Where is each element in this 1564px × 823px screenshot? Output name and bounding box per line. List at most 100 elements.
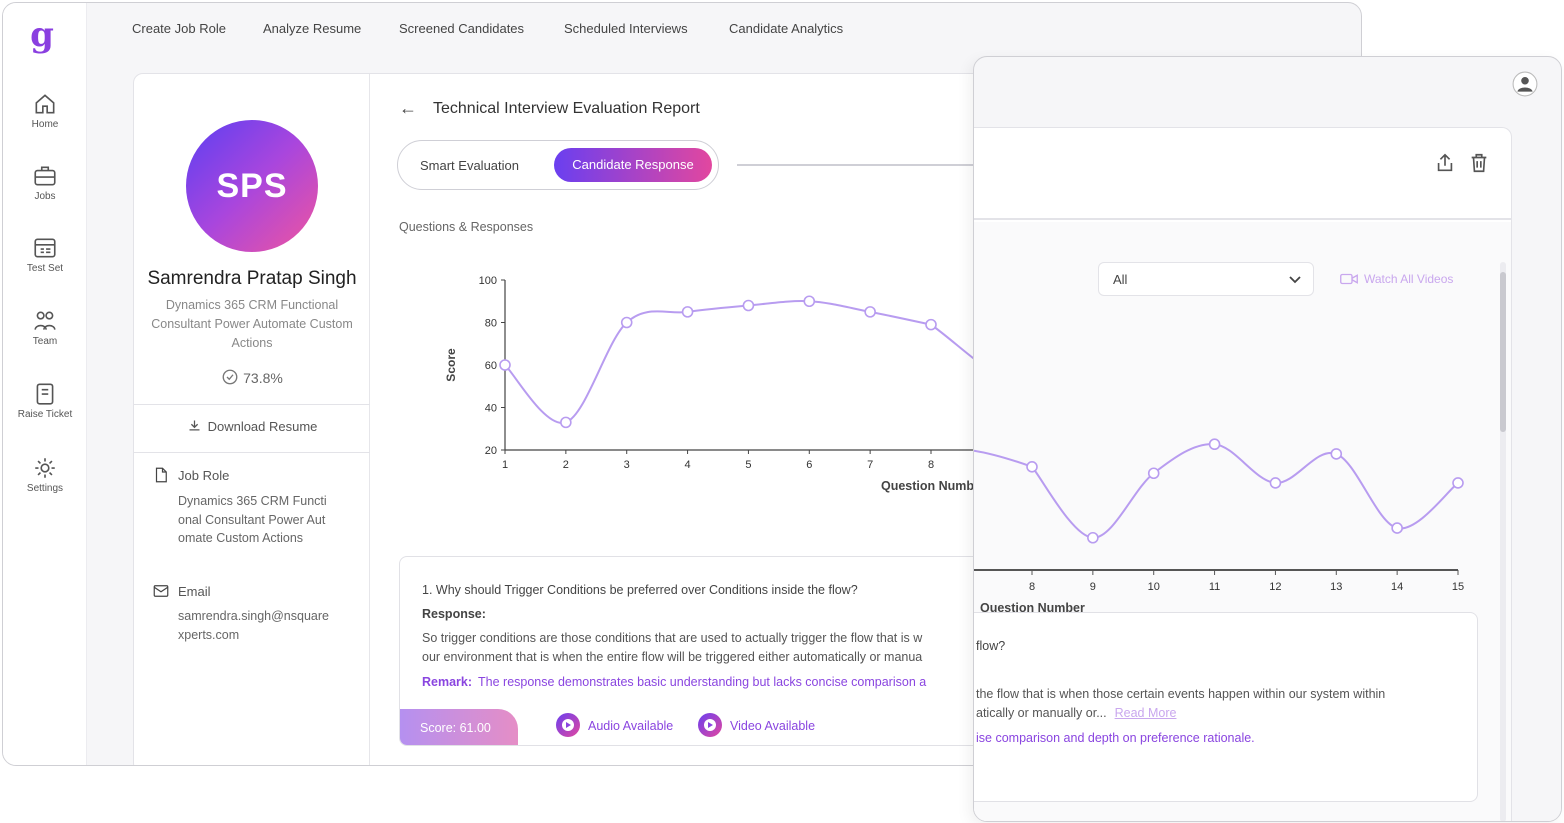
data-point (1026, 461, 1038, 473)
data-point (1087, 531, 1099, 544)
sidebar-item-team[interactable]: Team (3, 308, 87, 368)
sidebar-item-label: Team (32, 336, 58, 347)
nav-candidate-analytics[interactable]: Candidate Analytics (729, 21, 844, 36)
user-avatar-icon[interactable] (1512, 71, 1538, 97)
job-role-value: Dynamics 365 CRM Functional Consultant P… (178, 494, 327, 545)
sidebar-item-raise-ticket[interactable]: Raise Ticket (3, 381, 87, 441)
y-tick-label: 60 (485, 360, 497, 372)
email-label: Email (152, 582, 211, 600)
sidebar-item-label: Jobs (34, 191, 56, 202)
y-tick-label: 100 (479, 275, 497, 287)
x-tick-label: 12 (1269, 581, 1281, 593)
check-circle-icon (222, 369, 238, 385)
evaluation-report: ← Technical Interview Evaluation Report … (371, 74, 1361, 765)
scrollbar-track (1500, 262, 1506, 821)
view-toggle: Smart Evaluation Candidate Response (397, 140, 719, 190)
x-axis-label: Question Number (881, 479, 986, 493)
response-tail: atically or manually or... Read More (976, 706, 1177, 720)
divider (737, 164, 987, 166)
score-chart: 20 40 60 80 100 1 2 3 4 5 6 7 8 Score Question Number (444, 275, 991, 493)
window-gutter (1512, 127, 1561, 821)
response-line: our environment that is when the entire … (422, 650, 923, 664)
question-text-tail: flow? (976, 639, 1006, 653)
job-role-label: Job Role (152, 466, 229, 484)
sidebar-item-jobs[interactable]: Jobs (3, 163, 87, 223)
data-point (742, 299, 755, 312)
x-tick-label: 6 (806, 459, 812, 471)
response-text: So trigger conditions are those conditio… (422, 629, 982, 667)
data-point (1208, 438, 1221, 451)
candidate-role: Dynamics 365 CRM Functional Consultant P… (151, 298, 353, 350)
candidate-profile: SPS Samrendra Pratap Singh Dynamics 365 … (134, 74, 370, 765)
home-icon (35, 94, 55, 114)
score-chart-continued: 8 9 10 11 12 13 14 15 Question Number (974, 438, 1464, 615)
data-point (681, 306, 694, 318)
x-tick-label: 14 (1391, 581, 1403, 593)
share-icon[interactable] (1434, 152, 1456, 174)
sidebar-item-test-set[interactable]: Test Set (3, 235, 87, 295)
test-set-icon (34, 238, 56, 258)
sidebar-item-home[interactable]: Home (3, 91, 87, 151)
gear-icon (35, 458, 55, 478)
overlay-window: All Watch All Videos 8 9 10 11 12 13 14 15 Quest… (973, 56, 1562, 822)
y-tick-label: 80 (485, 318, 497, 330)
score-badge: Score: 61.00 (400, 709, 518, 745)
team-icon (34, 311, 56, 330)
x-tick-label: 9 (1090, 581, 1096, 593)
sidebar-item-label: Test Set (26, 263, 64, 274)
read-more-link[interactable]: Read More (1114, 706, 1177, 720)
nav-screened-candidates[interactable]: Screened Candidates (399, 21, 525, 36)
tab-candidate-response[interactable]: Candidate Response (554, 148, 712, 182)
data-point (1391, 522, 1403, 534)
nav-scheduled-interviews[interactable]: Scheduled Interviews (564, 21, 688, 36)
x-tick-label: 5 (745, 459, 751, 471)
trash-icon[interactable] (1468, 152, 1490, 174)
data-point (864, 306, 876, 318)
download-label: Download Resume (207, 419, 318, 434)
x-tick-label: 4 (685, 459, 691, 471)
data-point (925, 318, 937, 331)
sidebar-item-settings[interactable]: Settings (3, 455, 87, 515)
x-tick-label: 2 (563, 459, 569, 471)
divider (134, 452, 370, 453)
divider (134, 404, 370, 405)
y-axis-label: Score (444, 348, 458, 382)
candidate-score: 73.8% (134, 368, 370, 386)
x-tick-label: 1 (502, 459, 508, 471)
avatar: SPS (186, 120, 318, 252)
audio-available-button[interactable]: Audio Available (556, 713, 673, 737)
video-camera-icon (1340, 273, 1358, 285)
x-tick-label: 11 (1209, 581, 1220, 593)
download-icon (189, 420, 200, 431)
email-value: samrendra.singh@nsquarexperts.com (178, 609, 329, 642)
data-point (560, 416, 572, 429)
question-card-continued: flow? the flow that is when those certai… (974, 612, 1478, 802)
response-tail: the flow that is when those certain even… (976, 687, 1386, 701)
x-axis-label: Question Number (980, 601, 1085, 615)
data-point (620, 316, 633, 329)
briefcase-icon (34, 166, 56, 186)
back-arrow-icon[interactable]: ← (399, 98, 417, 118)
watch-all-videos-button[interactable]: Watch All Videos (1340, 272, 1453, 286)
video-available-button[interactable]: Video Available (698, 713, 815, 737)
filter-select[interactable]: All (1098, 262, 1314, 296)
data-point (1330, 448, 1343, 460)
data-point (803, 295, 816, 308)
download-resume-button[interactable]: Download Resume (134, 418, 370, 434)
document-icon (155, 467, 167, 483)
sidebar-item-label: Raise Ticket (17, 409, 73, 420)
section-label: Questions & Responses (399, 220, 534, 234)
sidebar: g Home Jobs Test Set Team Raise Ticket (3, 3, 87, 765)
overlay-panel: All Watch All Videos 8 9 10 11 12 13 14 15 Quest… (974, 127, 1512, 821)
video-icon (698, 713, 722, 737)
series-line (504, 300, 991, 424)
x-tick-label: 13 (1330, 581, 1342, 593)
score-value: 73.8% (243, 370, 283, 386)
scrollbar-thumb[interactable] (1500, 272, 1506, 432)
ticket-icon (36, 383, 54, 405)
nav-create-job-role[interactable]: Create Job Role (132, 21, 226, 36)
nav-analyze-resume[interactable]: Analyze Resume (263, 21, 362, 36)
panel-body: All Watch All Videos 8 9 10 11 12 13 14 15 Quest… (974, 222, 1511, 821)
data-point (1269, 477, 1282, 489)
tab-smart-evaluation[interactable]: Smart Evaluation (420, 158, 519, 173)
